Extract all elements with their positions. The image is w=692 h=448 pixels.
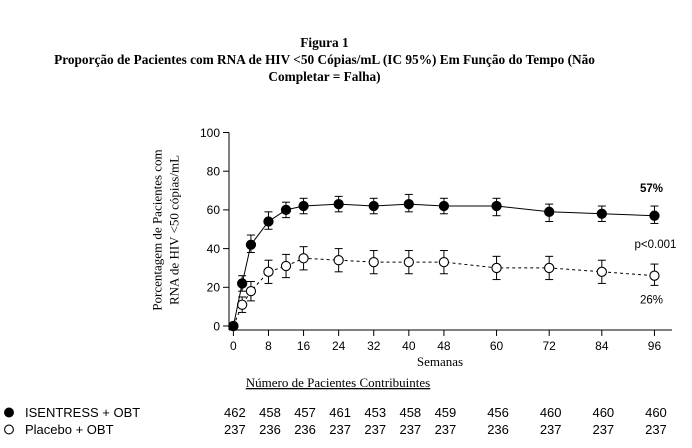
figure-title-line: Completar = Falha) xyxy=(268,69,380,84)
counts-table-heading: Número de Pacientes Contribuintes xyxy=(246,375,431,390)
isentress-point xyxy=(333,198,344,210)
placebo-point xyxy=(403,256,414,268)
x-axis-label: Semanas xyxy=(417,354,463,369)
count-cell: 236 xyxy=(259,422,281,437)
counts-table: Número de Pacientes Contribuintes ISENTRE… xyxy=(4,375,667,437)
placebo-final-percent: 26% xyxy=(640,294,663,306)
placebo-point xyxy=(280,260,292,272)
y-tick-label: 0 xyxy=(213,319,220,333)
count-cell: 458 xyxy=(259,405,281,420)
annotations: 57% p<0.001 26% xyxy=(635,183,677,306)
count-cell: 456 xyxy=(487,405,509,420)
count-cell: 237 xyxy=(224,422,246,437)
count-cell: 457 xyxy=(294,405,316,420)
placebo-series xyxy=(228,246,660,332)
isentress-point xyxy=(237,278,248,289)
placebo-point xyxy=(649,270,660,281)
y-tick-label: 60 xyxy=(207,203,221,217)
isentress-point xyxy=(596,208,607,219)
isentress-point xyxy=(544,206,555,217)
axes: 0 20 40 60 80 100 0 8 16 24 32 40 48 60 72 84 96 xyxy=(200,126,672,353)
figure-header: Figura 1 Proporção de Pacientes com RNA … xyxy=(54,35,595,84)
isentress-final-percent: 57% xyxy=(640,183,663,195)
y-axis-label-line: RNA de HIV <50 cópias/mL xyxy=(167,155,182,305)
plot-area xyxy=(228,193,660,332)
isentress-point xyxy=(649,210,660,221)
y-tick-label: 20 xyxy=(207,281,221,295)
placebo-point xyxy=(544,262,555,274)
figure-title-line: Proporção de Pacientes com RNA de HIV <5… xyxy=(54,52,595,67)
count-cell: 237 xyxy=(540,422,562,437)
x-tick-label: 40 xyxy=(402,339,416,353)
isentress-point xyxy=(403,198,414,210)
count-cell: 236 xyxy=(294,422,316,437)
x-tick-label: 72 xyxy=(543,339,557,353)
count-cell: 458 xyxy=(399,405,421,420)
x-tick-label: 16 xyxy=(297,339,311,353)
x-tick-label: 8 xyxy=(265,339,272,353)
count-cell: 237 xyxy=(364,422,386,437)
open-circle-icon xyxy=(4,424,14,435)
placebo-point xyxy=(263,266,274,277)
count-cell: 459 xyxy=(435,405,457,420)
count-cell: 460 xyxy=(592,405,614,420)
count-cell: 462 xyxy=(224,405,246,420)
placebo-point xyxy=(491,262,502,274)
count-cell: 460 xyxy=(645,405,667,420)
figure-label: Figura 1 xyxy=(300,35,348,50)
count-cell: 237 xyxy=(329,422,351,437)
placebo-point xyxy=(333,255,344,266)
isentress-point xyxy=(263,216,274,227)
isentress-point xyxy=(491,200,502,212)
count-cell: 237 xyxy=(435,422,457,437)
legend-label: Placebo + OBT xyxy=(25,422,114,437)
placebo-point xyxy=(298,253,309,264)
isentress-series xyxy=(228,193,660,332)
x-tick-label: 0 xyxy=(230,339,237,353)
isentress-point xyxy=(245,239,257,250)
x-tick-label: 24 xyxy=(332,339,346,353)
legend-label: ISENTRESS + OBT xyxy=(25,405,140,420)
isentress-point xyxy=(280,204,292,216)
placebo-point xyxy=(245,286,257,297)
count-cell: 461 xyxy=(329,405,351,420)
x-tick-label: 32 xyxy=(367,339,381,353)
count-cell: 453 xyxy=(364,405,386,420)
isentress-point xyxy=(438,200,450,212)
y-tick-label: 80 xyxy=(207,165,221,179)
placebo-point xyxy=(368,256,379,268)
isentress-point xyxy=(298,200,309,212)
placebo-point xyxy=(596,266,607,277)
placebo-point xyxy=(438,256,450,268)
isentress-point xyxy=(228,320,239,332)
x-tick-label: 48 xyxy=(437,339,451,353)
y-tick-label: 100 xyxy=(200,126,220,140)
p-value-label: p<0.001 xyxy=(635,239,677,251)
y-axis-title: Porcentagem de Pacientes com RNA de HIV … xyxy=(150,149,182,310)
x-tick-label: 60 xyxy=(490,339,504,353)
count-cell: 236 xyxy=(487,422,509,437)
counts-row-placebo: Placebo + OBT 237 236 236 237 237 237 237 236 237… xyxy=(4,422,667,437)
isentress-point xyxy=(368,200,379,212)
y-axis-label-line: Porcentagem de Pacientes com xyxy=(150,149,165,310)
x-tick-label: 96 xyxy=(648,339,662,353)
x-tick-label: 84 xyxy=(595,339,609,353)
count-cell: 237 xyxy=(592,422,614,437)
count-cell: 460 xyxy=(540,405,562,420)
filled-circle-icon xyxy=(4,407,14,418)
counts-row-isentress: ISENTRESS + OBT 462 458 457 461 453 458 459 456 4… xyxy=(4,405,667,420)
count-cell: 237 xyxy=(645,422,667,437)
y-tick-label: 40 xyxy=(207,242,221,256)
count-cell: 237 xyxy=(399,422,421,437)
